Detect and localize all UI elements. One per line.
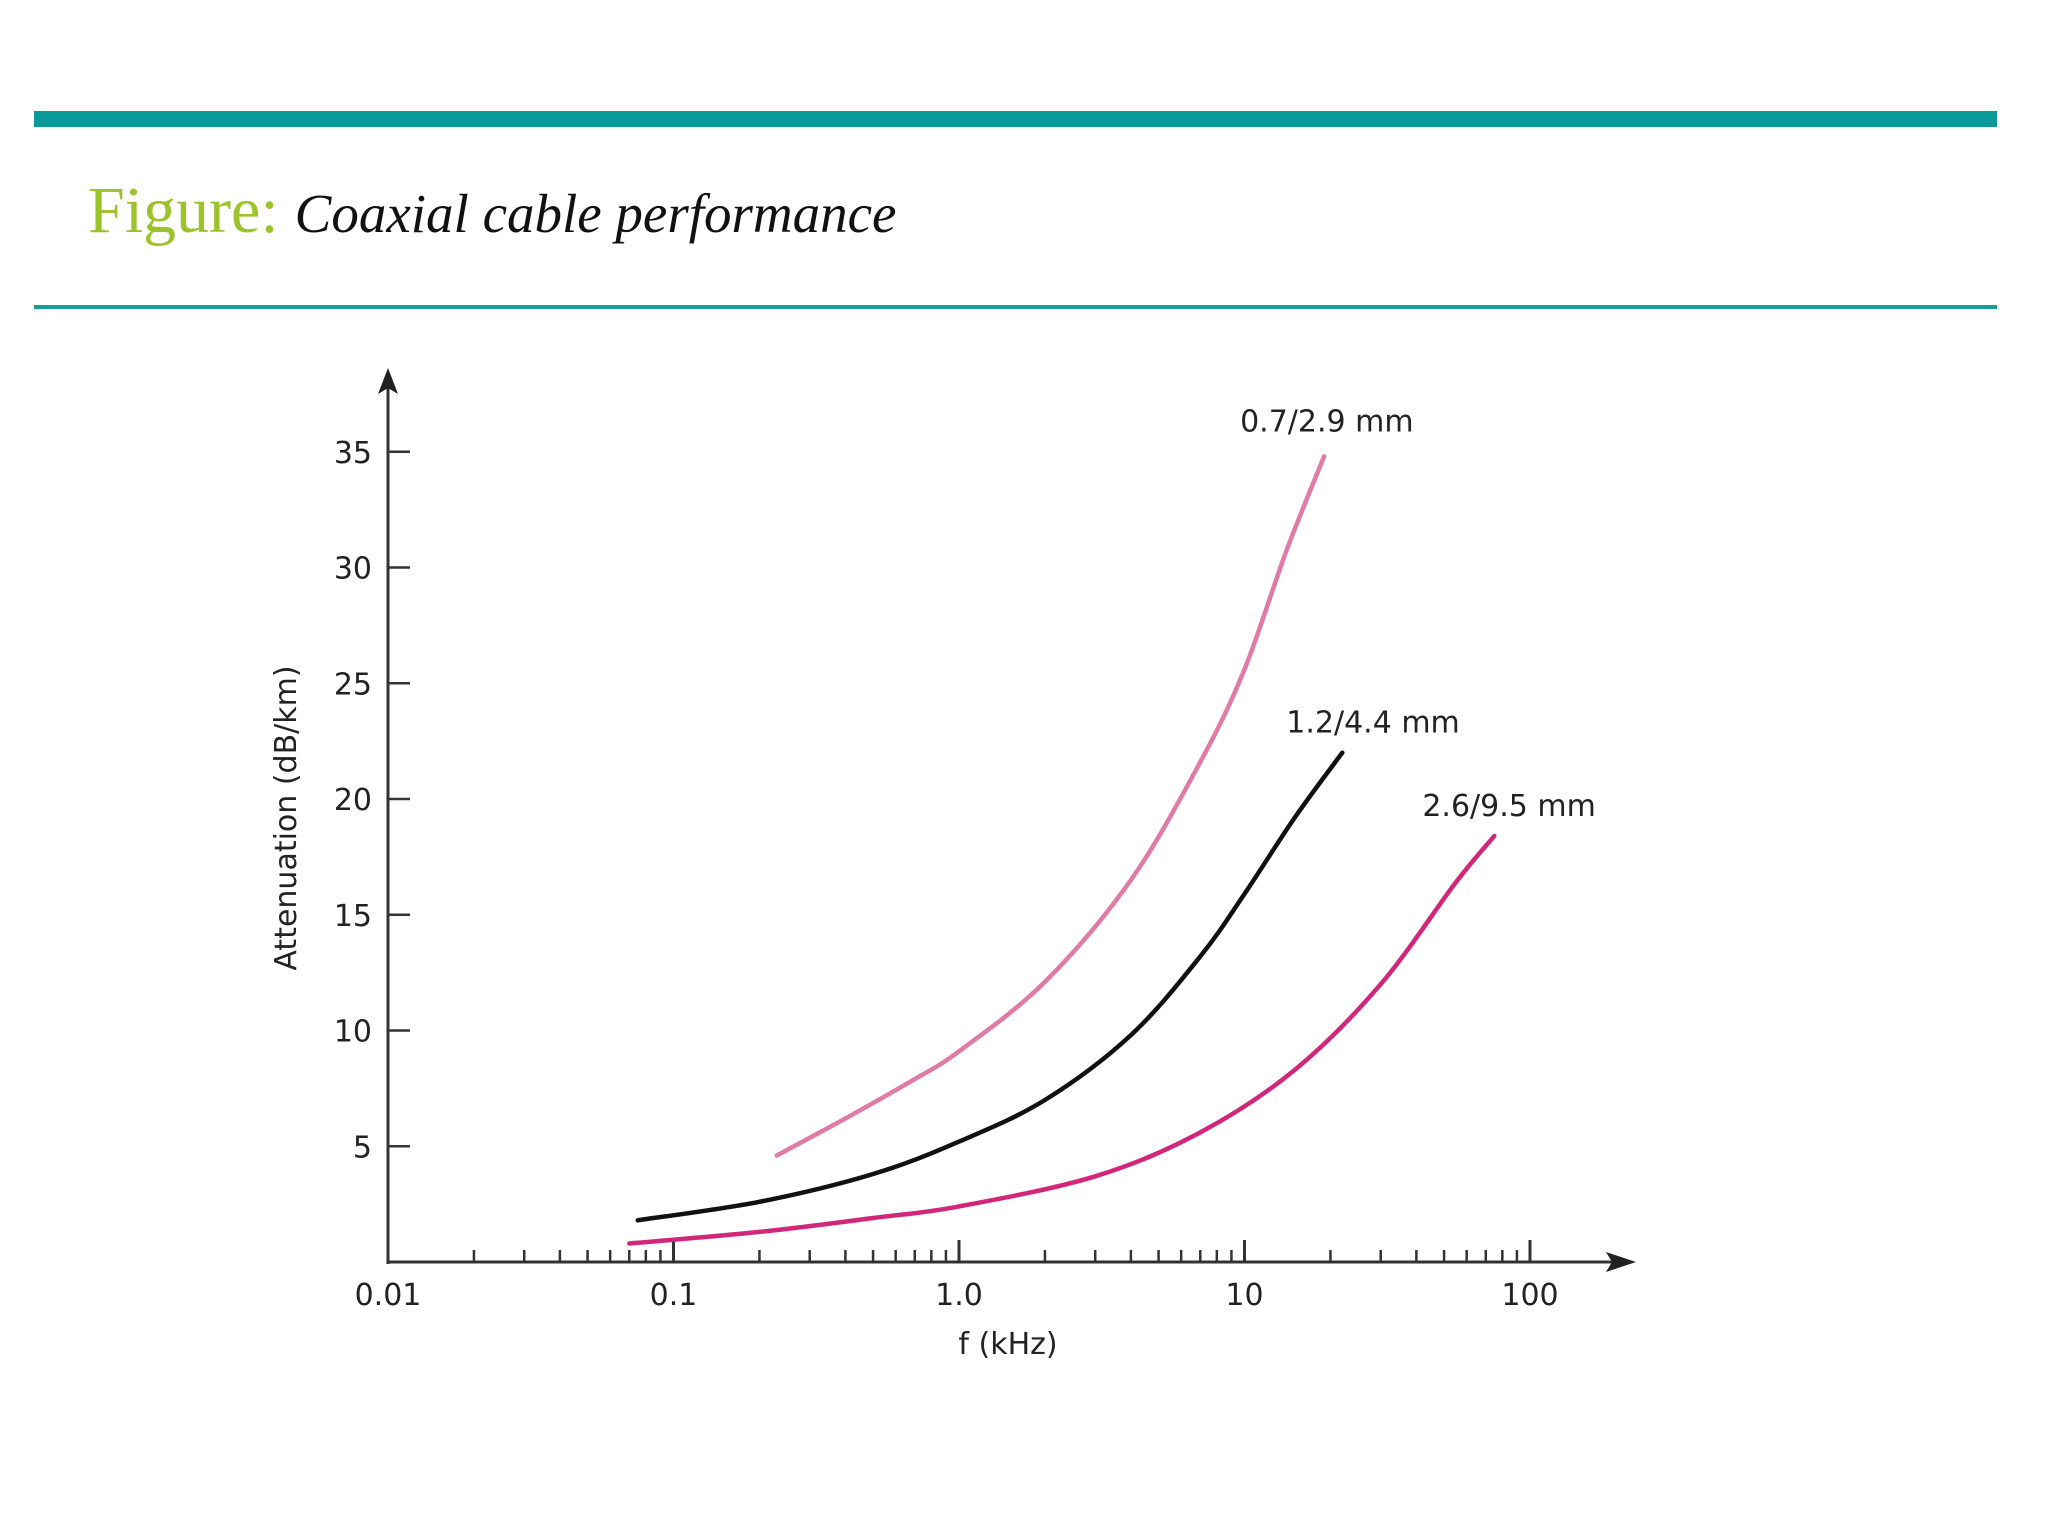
series-line-2 (627, 833, 1497, 1246)
y-tick-label: 25 (334, 667, 372, 702)
series-label-1: 1.2/4.4 mm (1286, 706, 1460, 741)
y-tick-label: 15 (334, 899, 372, 934)
series-label-2: 2.6/9.5 mm (1422, 789, 1596, 824)
slide-title: Figure: Coaxial cable performance (88, 178, 896, 244)
y-tick-label: 20 (334, 783, 372, 818)
y-axis-label: Attenuation (dB/km) (269, 665, 304, 970)
series-label-0: 0.7/2.9 mm (1240, 404, 1414, 439)
chart-labels: f (kHz) Attenuation (dB/km) 0.7/2.9 mm 1.… (269, 404, 1596, 1362)
figure-caption: Coaxial cable performance (294, 183, 897, 244)
figure-prefix: Figure: (88, 174, 279, 247)
y-tick-label: 35 (334, 436, 372, 471)
x-tick-label: 0.1 (650, 1278, 698, 1313)
header-divider (34, 305, 1997, 309)
header-accent-bar (34, 111, 1997, 127)
x-axis-label: f (kHz) (958, 1327, 1057, 1362)
x-axis-arrow (1606, 1252, 1636, 1272)
series-line-1 (635, 750, 1345, 1223)
y-tick-label: 10 (334, 1015, 372, 1050)
x-tick-label: 100 (1501, 1278, 1558, 1313)
x-tick-label: 10 (1225, 1278, 1263, 1313)
chart-series (627, 454, 1497, 1246)
x-tick-label: 1.0 (935, 1278, 983, 1313)
y-tick-label: 5 (353, 1130, 372, 1165)
series-line-0 (774, 454, 1327, 1158)
chart-ticks: 5 10 15 20 25 30 35 0.01 0.1 1.0 10 100 (334, 436, 1559, 1313)
y-axis-arrow (378, 368, 398, 394)
x-tick-label: 0.01 (355, 1278, 422, 1313)
y-tick-label: 30 (334, 552, 372, 587)
